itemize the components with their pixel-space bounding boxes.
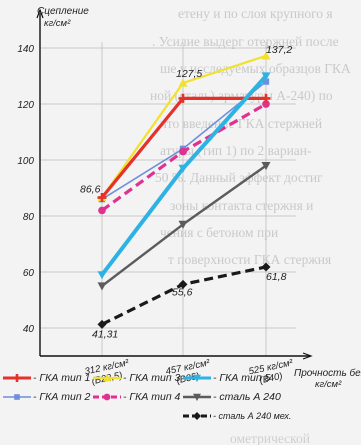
data-label: 86,6 bbox=[80, 184, 101, 196]
legend-item: - ГКА тип 2 bbox=[2, 388, 90, 406]
svg-text:(В40): (В40) bbox=[259, 371, 284, 387]
data-label: 55,6 bbox=[172, 286, 193, 298]
data-point bbox=[178, 220, 188, 229]
legend-item: - сталь А 240 bbox=[182, 388, 281, 406]
series-line bbox=[97, 93, 271, 203]
legend-swatch bbox=[3, 394, 31, 400]
series-line bbox=[97, 72, 271, 280]
data-point bbox=[14, 394, 20, 400]
legend-label: - сталь А 240 bbox=[213, 391, 281, 403]
x-axis-title: Прочность бетона bbox=[294, 367, 361, 379]
y-tick-label: 40 bbox=[23, 324, 35, 335]
legend-label: - ГКА тип 5 bbox=[213, 372, 271, 384]
background-text-line: етену и по слоя крупного я bbox=[178, 6, 333, 21]
data-point bbox=[103, 374, 111, 382]
data-point bbox=[261, 72, 271, 81]
series-line bbox=[98, 100, 270, 215]
series-line bbox=[97, 162, 271, 291]
data-point bbox=[178, 93, 188, 103]
y-tick-label: 120 bbox=[17, 100, 34, 111]
y-tick-label: 100 bbox=[17, 156, 34, 167]
legend-label: - ГКА тип 1 bbox=[33, 372, 91, 384]
data-label: 127,5 bbox=[176, 68, 202, 80]
data-point bbox=[98, 206, 106, 215]
y-tick-label: 140 bbox=[17, 44, 34, 55]
legend-label: - ГКА тип 4 bbox=[123, 391, 181, 403]
background-text-line: т поверхности ГКА стержня bbox=[168, 252, 331, 267]
x-axis-unit: кг/см² bbox=[315, 379, 342, 390]
background-text-line: ше у исследуемых образцов ГКА bbox=[160, 61, 351, 76]
legend-item: - ГКА тип 1 bbox=[2, 369, 90, 387]
legend-swatch bbox=[183, 412, 211, 420]
data-point bbox=[261, 162, 271, 171]
data-point bbox=[261, 51, 271, 60]
background-text-line: . Усилие выдерг отержней после bbox=[152, 34, 339, 49]
data-point bbox=[262, 100, 270, 108]
data-point bbox=[193, 374, 201, 382]
legend-item: - сталь А 240 мех. bbox=[182, 407, 291, 425]
y-axis-title: Сцепление bbox=[37, 6, 89, 17]
series-line bbox=[97, 262, 271, 329]
series-line bbox=[97, 51, 271, 202]
data-label: 61,8 bbox=[266, 271, 287, 283]
legend-swatch bbox=[183, 393, 211, 401]
data-label: 137,2 bbox=[266, 44, 292, 56]
legend-swatch bbox=[3, 374, 31, 382]
chart-legend: - ГКА тип 1 - ГКА тип 3 - ГКА тип 5 - ГКА т… bbox=[0, 364, 361, 445]
data-point bbox=[262, 78, 270, 85]
background-text-line: чения с бетоном при bbox=[160, 225, 278, 240]
data-point bbox=[261, 262, 271, 272]
data-point bbox=[97, 282, 107, 291]
legend-swatch bbox=[93, 374, 121, 382]
legend-item: - ГКА тип 4 bbox=[92, 388, 180, 406]
data-point bbox=[193, 412, 201, 420]
background-text-line: 50 %. Данный эффект достиг bbox=[155, 170, 323, 185]
data-point bbox=[178, 164, 188, 173]
legend-item: - ГКА тип 5 bbox=[182, 369, 270, 387]
y-tick-label: 60 bbox=[23, 268, 35, 279]
legend-item: - ГКА тип 3 bbox=[92, 369, 180, 387]
data-point bbox=[13, 374, 21, 382]
data-point bbox=[193, 393, 201, 401]
legend-swatch bbox=[183, 374, 211, 382]
y-tick-label: 80 bbox=[23, 212, 35, 223]
legend-label: - ГКА тип 2 bbox=[33, 391, 91, 403]
data-label: 41,31 bbox=[92, 328, 118, 340]
legend-label: - сталь А 240 мех. bbox=[213, 411, 292, 421]
data-point bbox=[178, 279, 188, 289]
legend-label: - ГКА тип 3 bbox=[123, 372, 181, 384]
legend-swatch bbox=[93, 393, 121, 401]
background-text-line: что введение ГКА стержней bbox=[160, 116, 322, 131]
y-axis-unit: кг/см² bbox=[44, 18, 71, 29]
axes bbox=[36, 8, 313, 360]
data-point bbox=[103, 393, 111, 401]
data-point bbox=[178, 78, 188, 87]
svg-text:ометрической: ометрической bbox=[230, 431, 310, 445]
data-point bbox=[97, 271, 107, 280]
data-point bbox=[261, 93, 271, 103]
data-point bbox=[97, 193, 107, 203]
data-point bbox=[97, 319, 107, 329]
data-point bbox=[179, 147, 187, 156]
